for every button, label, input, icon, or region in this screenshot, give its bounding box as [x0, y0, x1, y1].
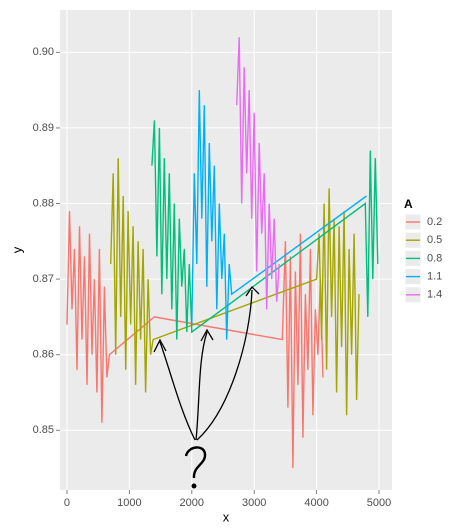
- legend-label: 0.5: [427, 234, 442, 246]
- x-tick-label: 4000: [304, 497, 328, 509]
- series-line: [236, 37, 280, 310]
- arrow: [196, 289, 253, 441]
- x-tick-label: 0: [64, 497, 70, 509]
- y-tick-label: 0.86: [33, 349, 54, 361]
- annotation-arrows: [153, 285, 260, 489]
- y-tick-label: 0.90: [33, 46, 54, 58]
- x-tick-label: 1000: [117, 497, 141, 509]
- question-mark: [184, 446, 207, 479]
- x-tick-label: 5000: [367, 497, 391, 509]
- plot-area: [60, 10, 392, 490]
- legend-label: 1.1: [427, 271, 442, 283]
- legend-label: 1.4: [427, 289, 442, 301]
- x-tick-label: 2000: [180, 497, 204, 509]
- y-tick-label: 0.87: [33, 273, 54, 285]
- arrow-head: [153, 338, 167, 353]
- arrow-head: [200, 328, 214, 342]
- series-line: [151, 120, 379, 340]
- arrow: [159, 341, 196, 441]
- panel: [60, 10, 392, 490]
- arrow-head: [245, 285, 260, 297]
- x-axis-title: x: [223, 509, 230, 524]
- arrow: [195, 331, 208, 441]
- y-tick-label: 0.85: [33, 424, 54, 436]
- question-dot: [191, 483, 197, 489]
- y-axis-title: y: [9, 246, 24, 253]
- series-line: [110, 158, 360, 416]
- legend-label: 0.2: [427, 216, 442, 228]
- series-line: [191, 90, 367, 340]
- y-tick-label: 0.88: [33, 197, 54, 209]
- x-tick-label: 3000: [242, 497, 266, 509]
- series-line: [66, 211, 324, 469]
- y-tick-label: 0.89: [33, 122, 54, 134]
- legend-label: 0.8: [427, 252, 442, 264]
- legend-title: A: [404, 197, 413, 211]
